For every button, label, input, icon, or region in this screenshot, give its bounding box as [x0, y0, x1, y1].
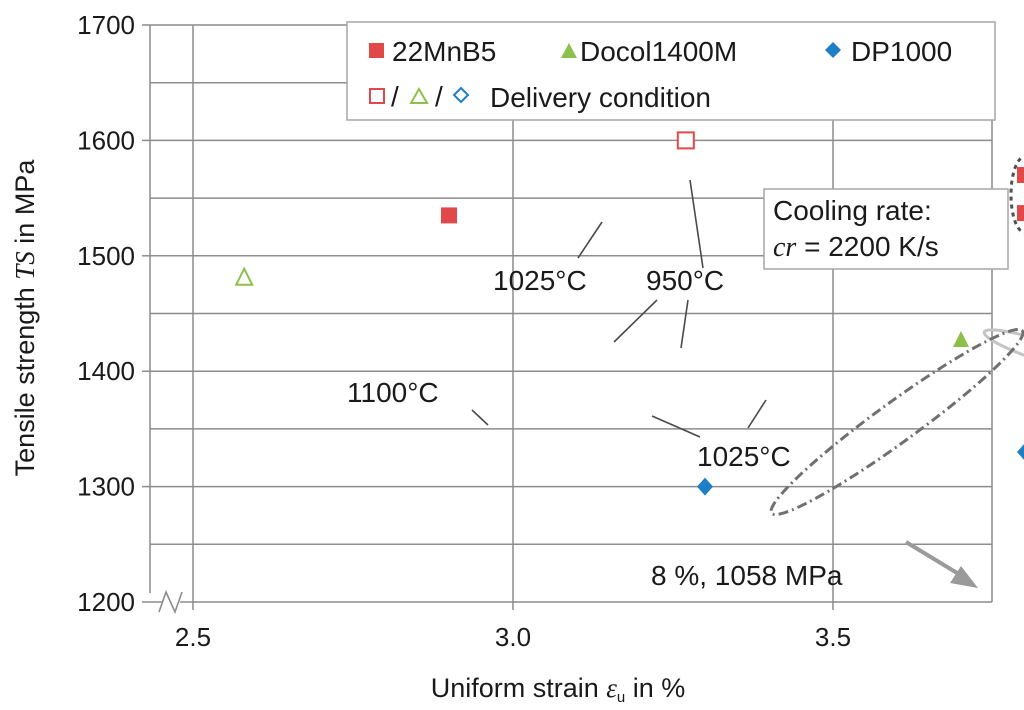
ellipse-1100-dp1000: [769, 327, 1024, 517]
cooling-rate-box: Cooling rate: cr = 2200 K/s: [763, 188, 1009, 270]
x-tick-label: 2.5: [175, 622, 211, 652]
legend-marker-22mnb5: [369, 43, 384, 58]
legend-label-delivery-condition: Delivery condition: [490, 82, 711, 113]
x-tick-labels: 2.53.03.54.04.55.0: [175, 622, 851, 652]
point-dp1000: [1017, 444, 1024, 460]
annotation-1025-bottom: 1025°C: [697, 441, 791, 472]
point-docol1400m-delivery: [234, 266, 254, 286]
legend-label-22mnb5: 22MnB5: [392, 36, 496, 67]
annotation-1025-top: 1025°C: [493, 265, 587, 296]
x-axis-title: Uniform strain εu in %: [431, 673, 686, 706]
legend-label-docol1400m: Docol1400M: [580, 36, 737, 67]
y-tick-labels: 1200 1300 1400 1500 1600 1700: [77, 10, 135, 617]
leader-950-to-docol: [613, 299, 658, 343]
point-22mnb5: [1017, 205, 1024, 222]
leader-1025-top: [577, 221, 603, 259]
y-tick-label: 1700: [77, 10, 135, 40]
x-tick-label: 3.5: [815, 622, 851, 652]
y-tick-label: 1200: [77, 587, 135, 617]
legend-separator-1: /: [391, 81, 399, 112]
leader-1100: [471, 409, 489, 426]
y-tick-label: 1600: [77, 125, 135, 155]
x-tick-label: 3.0: [495, 622, 531, 652]
annotation-offscale: 8 %, 1058 MPa: [651, 560, 843, 591]
cooling-rate-heading: Cooling rate:: [773, 195, 932, 226]
offscale-arrow: [904, 540, 978, 588]
legend-marker-dp1000-delivery: [452, 86, 470, 104]
legend-marker-22mnb5-delivery: [369, 88, 385, 104]
annotation-1100: 1100°C: [347, 377, 439, 408]
leader-950-to-dp1000: [680, 299, 689, 349]
point-22mnb5-delivery: [676, 131, 695, 150]
legend-marker-docol1400m: [561, 43, 577, 58]
legend-label-dp1000: DP1000: [851, 36, 952, 67]
legend-separator-2: /: [435, 81, 443, 112]
group-ellipses: [769, 155, 1024, 517]
annotation-950: 950°C: [646, 265, 724, 296]
point-docol1400m: [953, 331, 969, 348]
axis-break-mark: [158, 589, 183, 615]
leader-1025-bottom-2: [747, 399, 767, 429]
y-tick-label: 1300: [77, 472, 135, 502]
ellipse-950-docol: [982, 328, 1024, 375]
point-dp1000: [697, 477, 713, 496]
offscale-arrow-shaft: [904, 540, 964, 578]
leader-950-to-22mnb5: [689, 179, 704, 269]
y-tick-label: 1400: [77, 356, 135, 386]
leader-1025-bottom-1: [651, 415, 701, 438]
offscale-arrow-head: [950, 566, 978, 588]
cooling-rate-value: cr = 2200 K/s: [773, 231, 939, 263]
legend-marker-docol1400m-delivery: [409, 86, 429, 104]
legend-box: [346, 21, 996, 121]
point-22mnb5: [1017, 167, 1024, 184]
y-tick-label: 1500: [77, 241, 135, 271]
y-axis-title: Tensile strength TS in MPa: [10, 159, 40, 477]
point-22mnb5: [441, 207, 457, 224]
legend-marker-dp1000: [825, 42, 841, 58]
axes: [142, 24, 993, 615]
legend: 22MnB5 Docol1400M DP1000 / / Delivery co…: [346, 21, 996, 121]
annotation-leaders: [471, 179, 767, 438]
cooling-rate-frame: [763, 188, 1009, 270]
